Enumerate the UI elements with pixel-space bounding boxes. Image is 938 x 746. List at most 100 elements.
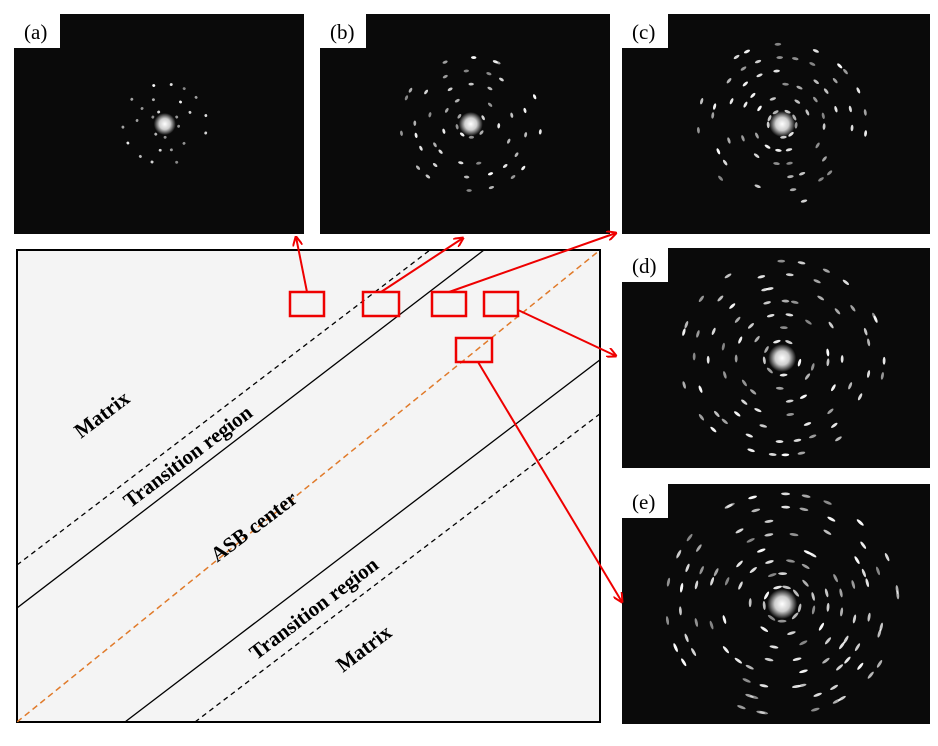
- arrows: [296, 233, 622, 602]
- diffraction-spot: [843, 68, 848, 75]
- diffraction-spot: [163, 135, 167, 139]
- diffraction-spot: [673, 643, 679, 653]
- diffraction-spot: [665, 616, 670, 626]
- diffraction-spot: [821, 112, 825, 120]
- diffraction-spot: [721, 418, 728, 425]
- diffraction-spot: [779, 326, 788, 330]
- diffraction-spot: [188, 110, 192, 114]
- diffraction-spot: [523, 107, 527, 114]
- diffraction-spot: [748, 495, 757, 500]
- diffraction-spot: [877, 628, 882, 638]
- diffraction-spot: [827, 516, 836, 522]
- diffraction-spot: [756, 73, 763, 78]
- diffraction-spot: [896, 590, 900, 600]
- diffraction-spot: [743, 101, 748, 108]
- diffraction-spot: [839, 641, 845, 650]
- diffraction-spot: [698, 385, 703, 393]
- diffraction-spot: [872, 312, 877, 320]
- diffraction-spot: [844, 656, 851, 664]
- diffraction-spot: [801, 494, 811, 498]
- diffraction-spot: [510, 112, 514, 118]
- diffraction-spot: [766, 314, 775, 318]
- diffraction-spot: [713, 103, 717, 110]
- diffraction-spot: [682, 328, 686, 336]
- diffraction-spot: [867, 671, 874, 679]
- diffraction-spot: [723, 371, 727, 379]
- diffraction-spot: [784, 109, 791, 114]
- diffraction-spot: [676, 549, 682, 558]
- diffraction-spot: [865, 578, 870, 588]
- central-beam: [768, 344, 797, 372]
- diffraction-spot: [204, 131, 208, 135]
- diffraction-spot: [773, 69, 780, 73]
- diffraction-spot: [408, 87, 413, 93]
- diffraction-spot: [175, 115, 179, 119]
- central-beam: [767, 589, 798, 619]
- diffraction-spot: [774, 42, 782, 46]
- diffraction-spot: [799, 507, 809, 512]
- diffraction-spot: [839, 588, 843, 598]
- diffraction-spot: [818, 622, 825, 631]
- diffraction-spot: [713, 568, 719, 577]
- diffraction-spot: [742, 81, 748, 87]
- diffraction-spot: [685, 563, 690, 573]
- diffraction-spot: [692, 352, 696, 361]
- arrow: [296, 237, 308, 293]
- diffraction-spot: [833, 574, 838, 583]
- diffraction-spot: [831, 384, 836, 392]
- diffraction-spot: [736, 560, 743, 568]
- diffraction-spot: [154, 132, 158, 136]
- diffraction-spot: [762, 356, 766, 365]
- diffraction-spot: [764, 144, 771, 149]
- diffraction-spot: [734, 354, 738, 363]
- diffraction-spot: [757, 105, 762, 112]
- diffraction-spot: [810, 363, 815, 371]
- diffraction-spot: [121, 125, 125, 129]
- diffraction-spot: [782, 82, 789, 86]
- panel-label-bg: [622, 248, 668, 282]
- diffraction-spot: [458, 161, 464, 165]
- diffraction-spot: [169, 148, 173, 152]
- diffraction-spot: [824, 637, 832, 645]
- diffraction-spot: [811, 592, 815, 601]
- diffraction-spot: [837, 63, 843, 69]
- diffraction-spot: [425, 174, 431, 179]
- diffraction-spot: [680, 582, 684, 592]
- diffraction-spot: [773, 339, 781, 344]
- diffraction-spot: [822, 268, 830, 273]
- diffraction-spot: [696, 544, 702, 552]
- diffraction-spot: [745, 693, 754, 698]
- diffraction-spot: [834, 106, 838, 113]
- diffraction-spot: [463, 175, 470, 179]
- diffraction-spot: [479, 130, 484, 135]
- diffraction-spot: [740, 66, 747, 71]
- diffraction-spot: [787, 631, 796, 635]
- diffraction-spot: [781, 453, 790, 457]
- diffraction-spot: [767, 115, 772, 122]
- diffraction-spot: [781, 505, 791, 509]
- diffraction-spot: [799, 394, 807, 399]
- diffraction-spot: [442, 74, 448, 79]
- diffraction-spot: [856, 519, 864, 526]
- diffraction-spot: [152, 84, 156, 87]
- diffraction-spot: [734, 316, 741, 323]
- diffraction-spot: [681, 658, 687, 667]
- diffraction-spot: [832, 698, 841, 704]
- diffraction-spot: [811, 605, 816, 615]
- diffraction-spot: [694, 618, 699, 627]
- boundary-dashed: [17, 250, 431, 566]
- diffraction-spot: [808, 552, 817, 558]
- diffraction-spot: [471, 56, 477, 59]
- asb-center-line: [17, 250, 600, 722]
- diffraction-spot: [710, 577, 715, 586]
- diffraction-spot: [400, 130, 403, 136]
- diffraction-spot: [831, 422, 838, 428]
- diffraction-spot: [741, 379, 747, 387]
- panel-label-bg: [14, 14, 60, 48]
- diffraction-spot: [538, 129, 542, 135]
- diffraction-spot: [769, 645, 779, 649]
- diffraction-spot: [158, 148, 162, 152]
- diffraction-spot: [813, 279, 821, 284]
- diffraction-spot: [805, 319, 812, 325]
- diffraction-spot: [194, 95, 198, 99]
